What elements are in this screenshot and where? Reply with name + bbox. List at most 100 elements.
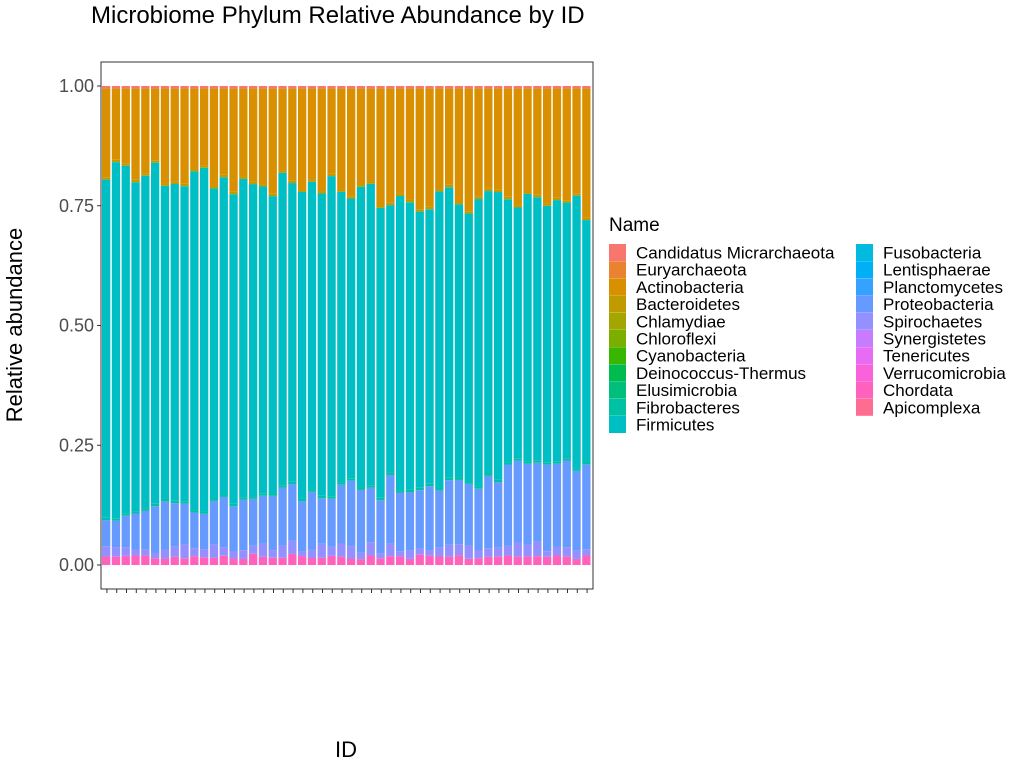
bar-segment bbox=[180, 558, 189, 565]
bar-segment bbox=[376, 205, 385, 208]
bar-segment bbox=[170, 546, 179, 557]
bar-segment bbox=[445, 187, 454, 478]
bar-segment bbox=[180, 186, 189, 502]
bar-segment bbox=[533, 462, 542, 542]
legend-label: Proteobacteria bbox=[883, 295, 994, 314]
legend-label: Deinococcus-Thermus bbox=[636, 364, 806, 383]
bar-11 bbox=[200, 86, 209, 565]
bar-segment bbox=[415, 211, 424, 488]
bar-segment bbox=[229, 194, 238, 504]
bar-segment bbox=[474, 86, 483, 89]
bar-segment bbox=[209, 88, 219, 187]
legend-label: Synergistetes bbox=[883, 330, 986, 349]
bar-14 bbox=[229, 86, 238, 565]
bar-segment bbox=[190, 512, 199, 549]
bar-segment bbox=[249, 545, 258, 554]
bar-segment bbox=[298, 556, 307, 565]
bar-segment bbox=[356, 489, 366, 553]
legend-label: Spirochaetes bbox=[883, 312, 982, 331]
bar-segment bbox=[415, 490, 424, 549]
bar-segment bbox=[288, 540, 297, 554]
bar-segment bbox=[121, 515, 130, 548]
bar-segment bbox=[386, 205, 395, 473]
bar-segment bbox=[523, 191, 532, 194]
bar-segment bbox=[200, 557, 209, 565]
bar-segment bbox=[121, 86, 130, 89]
bar-segment bbox=[141, 555, 150, 565]
bar-segment bbox=[249, 496, 258, 499]
legend-label: Chordata bbox=[883, 381, 953, 400]
bar-segment bbox=[249, 553, 258, 565]
bar-segment bbox=[562, 547, 571, 557]
bar-segment bbox=[141, 510, 150, 550]
bar-segment bbox=[121, 163, 130, 166]
bar-segment bbox=[415, 554, 424, 565]
bar-15 bbox=[239, 86, 248, 565]
bar-segment bbox=[396, 490, 405, 493]
bar-segment bbox=[454, 202, 464, 205]
bar-segment bbox=[376, 88, 385, 206]
bar-segment bbox=[209, 500, 219, 545]
bar-segment bbox=[396, 556, 405, 565]
bar-segment bbox=[405, 88, 415, 200]
bar-segment bbox=[268, 557, 277, 565]
bar-segment bbox=[141, 86, 150, 89]
bar-segment bbox=[552, 463, 562, 547]
bar-segment bbox=[180, 501, 189, 504]
legend-swatch bbox=[609, 330, 626, 347]
bar-segment bbox=[102, 546, 111, 557]
legend-label: Chloroflexi bbox=[636, 330, 716, 349]
bar-segment bbox=[258, 556, 268, 565]
bar-segment bbox=[513, 207, 522, 459]
bar-segment bbox=[523, 556, 532, 565]
bar-segment bbox=[121, 513, 130, 516]
bar-segment bbox=[141, 88, 150, 174]
bar-segment bbox=[435, 556, 444, 565]
bar-segment bbox=[386, 202, 395, 206]
bar-39 bbox=[474, 86, 483, 565]
bar-segment bbox=[141, 549, 150, 556]
bar-segment bbox=[111, 88, 121, 160]
bar-segment bbox=[298, 501, 307, 552]
bar-segment bbox=[111, 159, 121, 163]
bar-segment bbox=[327, 555, 336, 565]
bar-segment bbox=[170, 503, 179, 547]
bar-segment bbox=[425, 483, 434, 487]
bar-segment bbox=[268, 86, 277, 89]
bar-segment bbox=[376, 207, 385, 498]
legend-title: Name bbox=[609, 215, 660, 236]
bar-segment bbox=[474, 488, 483, 551]
bar-segment bbox=[405, 199, 415, 203]
bar-segment bbox=[582, 549, 591, 556]
legend-label: Firmicutes bbox=[636, 416, 714, 435]
bar-segment bbox=[219, 174, 228, 178]
bar-segment bbox=[337, 482, 346, 485]
bar-50 bbox=[582, 86, 591, 565]
bar-segment bbox=[376, 86, 385, 89]
bar-segment bbox=[543, 464, 552, 552]
bar-segment bbox=[307, 549, 317, 559]
bar-segment bbox=[366, 487, 375, 543]
bar-segment bbox=[200, 165, 209, 168]
bar-segment bbox=[386, 472, 395, 475]
bar-segment bbox=[405, 492, 415, 551]
bar-26 bbox=[347, 86, 356, 565]
bar-20 bbox=[288, 86, 297, 565]
bar-segment bbox=[366, 183, 375, 486]
bar-segment bbox=[572, 193, 581, 196]
bar-22 bbox=[307, 86, 317, 565]
bar-segment bbox=[396, 88, 405, 194]
bar-segment bbox=[572, 470, 581, 551]
bar-segment bbox=[131, 86, 140, 89]
bar-segment bbox=[102, 86, 111, 89]
bar-segment bbox=[111, 556, 121, 565]
bar-segment bbox=[337, 189, 346, 192]
legend-label: Cyanobacteria bbox=[636, 347, 746, 366]
bar-segment bbox=[366, 86, 375, 89]
bar-8 bbox=[170, 86, 179, 565]
bar-segment bbox=[317, 86, 326, 89]
bar-segment bbox=[131, 182, 140, 512]
bar-segment bbox=[209, 86, 219, 89]
bar-segment bbox=[445, 480, 454, 545]
